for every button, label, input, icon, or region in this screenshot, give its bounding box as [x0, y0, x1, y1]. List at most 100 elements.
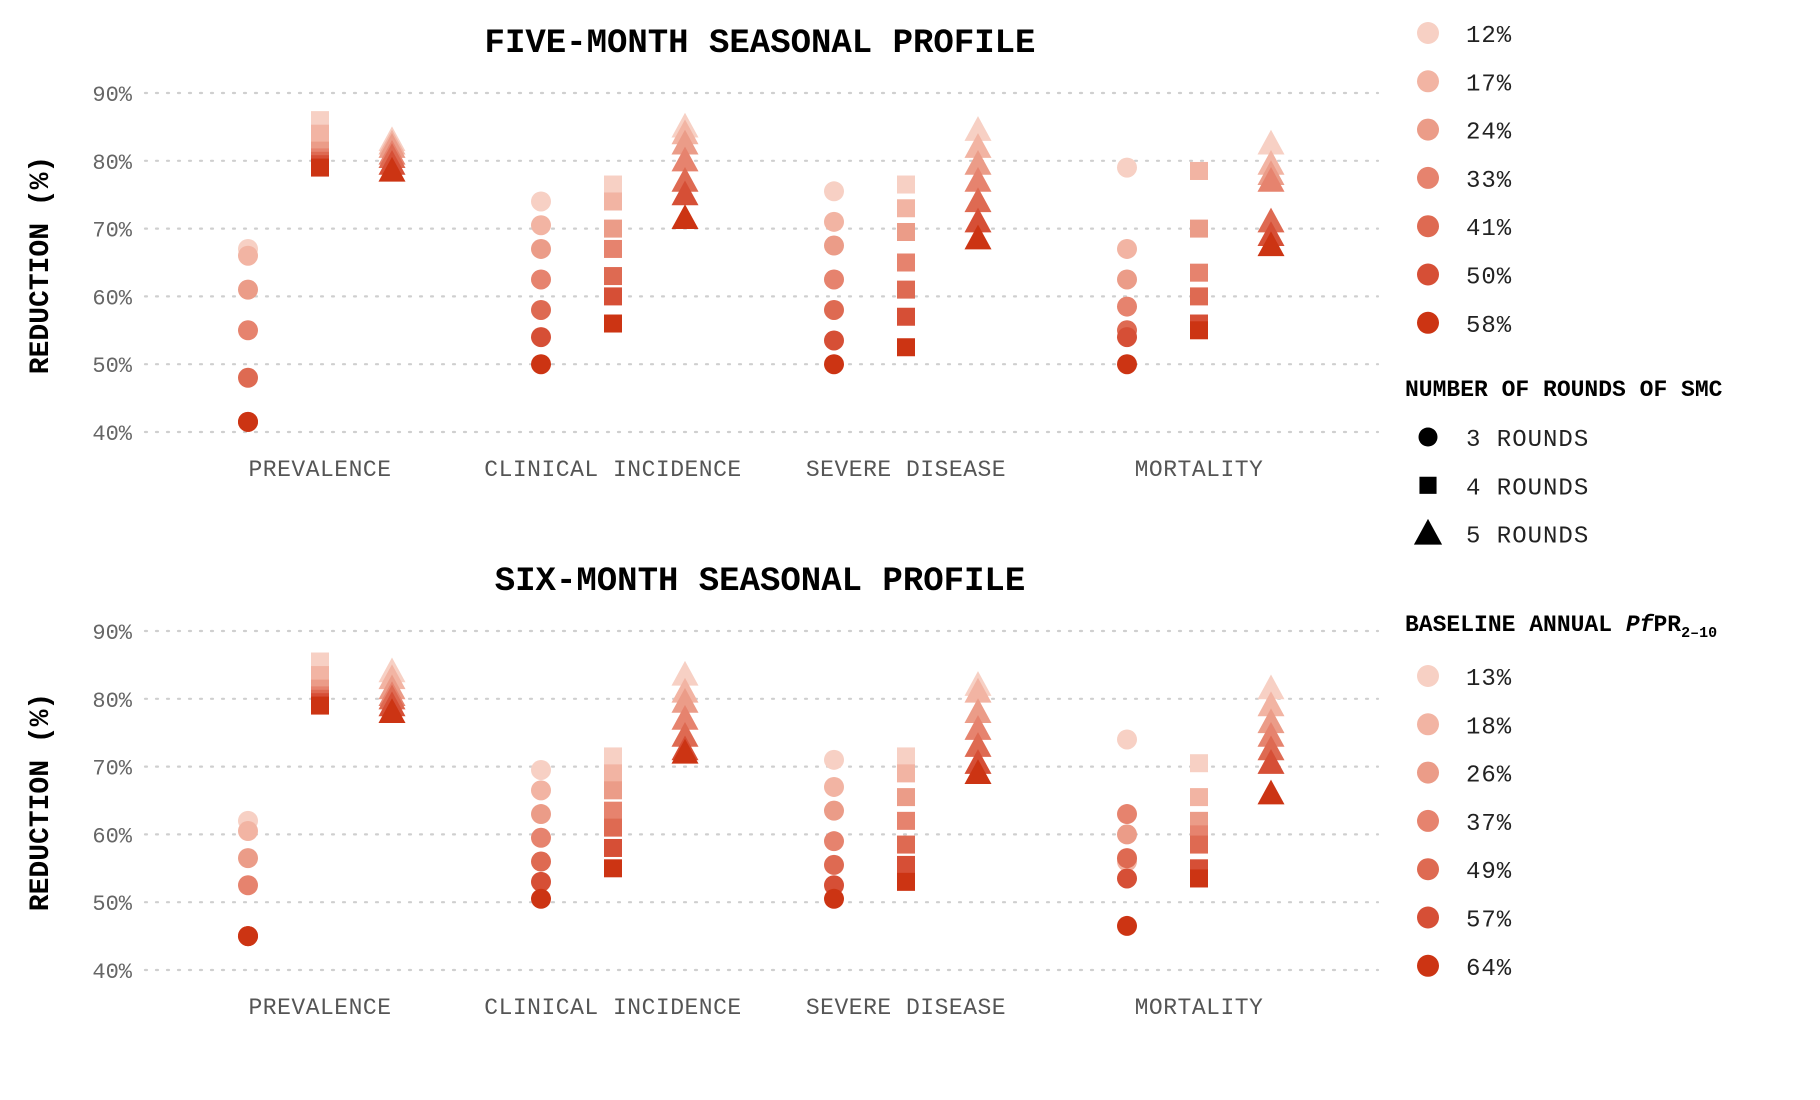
- legend-rounds: 3 ROUNDS 4 ROUNDS 5 ROUNDS: [1413, 427, 1589, 551]
- data-point-square: [897, 280, 915, 299]
- data-point-square: [897, 855, 915, 874]
- y-tick-label: 50%: [92, 892, 132, 917]
- data-point-square: [897, 747, 915, 766]
- data-point-triangle: [671, 204, 699, 230]
- x-category-label: SEVERE DISEASE: [806, 995, 1006, 1021]
- legend-level-label: 50%: [1466, 265, 1512, 292]
- data-point-triangle: [671, 166, 699, 192]
- data-point-circle: [531, 804, 551, 825]
- legend-rounds-label: 5 ROUNDS: [1466, 524, 1589, 551]
- data-point-square: [897, 222, 915, 241]
- data-point-triangle: [671, 180, 699, 206]
- x-categories: PREVALENCE CLINICAL INCIDENCE SEVERE DISEA…: [248, 995, 1264, 1021]
- data-point-circle: [824, 888, 844, 909]
- data-point-square: [604, 287, 622, 306]
- data-point-square: [897, 835, 915, 854]
- data-point-triangle: [671, 660, 699, 686]
- data-point-square: [1190, 321, 1208, 340]
- legend-level-label: 37%: [1466, 811, 1512, 838]
- data-point-circle: [1117, 915, 1137, 936]
- y-tick-label: 60%: [92, 824, 132, 849]
- data-point-triangle: [964, 698, 992, 723]
- y-tick-label: 90%: [92, 83, 132, 108]
- data-point-triangle: [964, 150, 992, 175]
- data-point-circle: [824, 354, 844, 375]
- y-tick-label: 70%: [92, 219, 132, 244]
- data-point-circle: [1117, 354, 1137, 375]
- data-point-square: [897, 788, 915, 807]
- data-point-circle: [824, 831, 844, 852]
- data-point-square: [897, 764, 915, 783]
- legend-shape-triangle-icon: [1413, 518, 1443, 545]
- data-points: [238, 111, 1285, 432]
- legend-swatch: [1417, 954, 1439, 977]
- y-tick-label: 80%: [92, 689, 132, 714]
- data-point-square: [604, 818, 622, 837]
- data-point-circle: [824, 749, 844, 770]
- data-point-square: [311, 124, 329, 143]
- data-point-triangle: [671, 738, 699, 764]
- data-point-triangle: [964, 677, 992, 703]
- data-point-circle: [1117, 729, 1137, 750]
- data-point-triangle: [378, 156, 406, 182]
- data-point-square: [604, 747, 622, 766]
- data-point-square: [311, 666, 329, 685]
- data-point-square: [1190, 788, 1208, 807]
- data-point-triangle: [964, 224, 992, 250]
- data-point-square: [1190, 835, 1208, 854]
- legend-swatch: [1417, 906, 1439, 929]
- data-point-triangle: [671, 146, 699, 172]
- data-point-circle: [824, 330, 844, 351]
- data-point-circle: [531, 354, 551, 375]
- data-point-triangle: [964, 116, 992, 141]
- data-point-triangle: [964, 207, 992, 233]
- chart-title: FIVE-MONTH SEASONAL PROFILE: [485, 25, 1036, 63]
- y-tick-label: 70%: [92, 757, 132, 782]
- panel-six-month: SIX-MONTH SEASONAL PROFILE REDUCTION (%)…: [26, 563, 1380, 1021]
- legend-level-label: 26%: [1466, 763, 1512, 790]
- x-categories: PREVALENCE CLINICAL INCIDENCE SEVERE DISEA…: [248, 457, 1262, 483]
- data-point-triangle: [964, 715, 992, 740]
- data-point-triangle: [378, 698, 406, 723]
- data-point-square: [604, 192, 622, 211]
- x-category-label: PREVALENCE: [248, 457, 391, 483]
- data-point-square: [311, 158, 329, 177]
- legend-level-label: 17%: [1466, 71, 1512, 98]
- legend-swatch: [1417, 166, 1439, 189]
- legend-level-label: 24%: [1466, 120, 1512, 147]
- y-ticks: 40% 50% 60% 70% 80% 90%: [92, 83, 132, 447]
- data-point-circle: [531, 871, 551, 892]
- legend: 12% 17% 24% 33% 41% 50% 58% NUMBER OF ROUNDS O…: [1405, 22, 1723, 983]
- legend-baseline-title-pr: PR: [1653, 612, 1681, 638]
- data-point-triangle: [1257, 207, 1285, 233]
- data-point-circle: [531, 215, 551, 236]
- data-point-square: [604, 781, 622, 800]
- x-category-label: PREVALENCE: [248, 995, 391, 1021]
- data-point-circle: [531, 327, 551, 348]
- data-point-circle: [824, 269, 844, 290]
- data-point-circle: [824, 299, 844, 320]
- x-category-label: MORTALITY: [1135, 995, 1264, 1021]
- legend-baseline-title-main: BASELINE ANNUAL: [1405, 612, 1626, 638]
- data-point-square: [897, 307, 915, 326]
- x-category-label: CLINICAL INCIDENCE: [484, 457, 741, 483]
- data-point-circle: [824, 181, 844, 202]
- x-category-label: CLINICAL INCIDENCE: [484, 995, 741, 1021]
- panel-five-month: FIVE-MONTH SEASONAL PROFILE REDUCTION (%…: [26, 25, 1380, 483]
- data-point-circle: [531, 299, 551, 320]
- chart-title: SIX-MONTH SEASONAL PROFILE: [495, 563, 1026, 601]
- legend-rounds-label: 3 ROUNDS: [1466, 427, 1589, 454]
- y-tick-label: 90%: [92, 621, 132, 646]
- data-point-square: [604, 859, 622, 878]
- data-point-circle: [531, 759, 551, 780]
- y-tick-label: 40%: [92, 422, 132, 447]
- data-point-circle: [238, 821, 258, 842]
- data-point-square: [1190, 869, 1208, 888]
- data-point-circle: [1117, 327, 1137, 348]
- data-point-square: [897, 199, 915, 218]
- legend-swatch: [1417, 809, 1439, 832]
- data-point-square: [897, 338, 915, 357]
- legend-level-label: 18%: [1466, 714, 1512, 741]
- legend-level-label: 64%: [1466, 956, 1512, 983]
